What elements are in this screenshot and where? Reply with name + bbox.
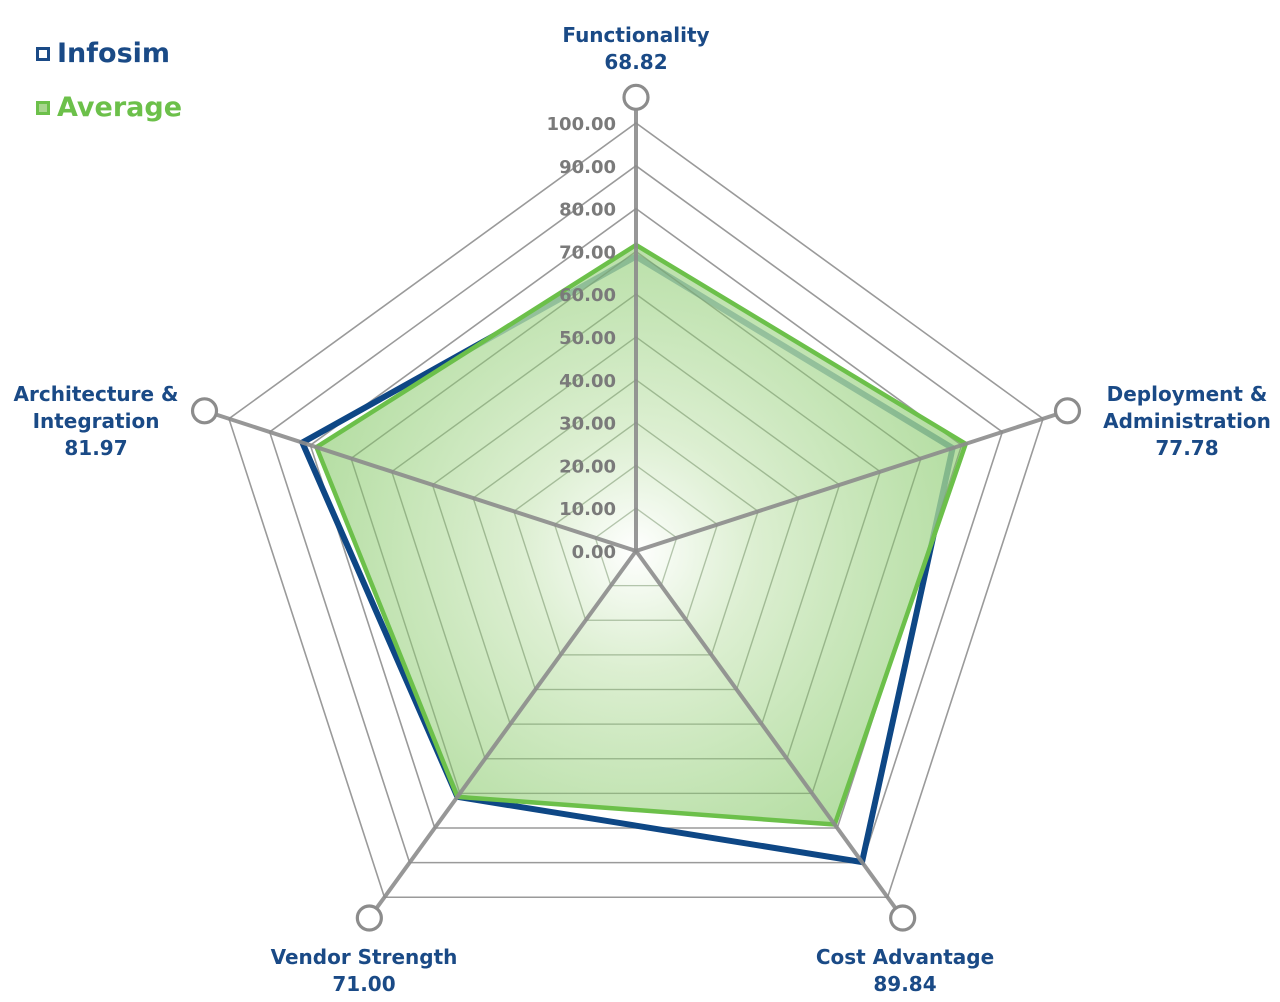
axis-line xyxy=(634,549,898,910)
axis-line xyxy=(635,412,1057,553)
grid-ring xyxy=(268,164,1004,864)
legend-item-average[interactable]: Average xyxy=(36,92,182,123)
grid-ring-overlay xyxy=(553,464,719,621)
axis-name: Deployment & xyxy=(1106,382,1268,406)
grid-ring-overlay xyxy=(391,293,881,760)
axis-name: Functionality xyxy=(562,23,710,47)
axis-name-line2: Administration xyxy=(1103,409,1271,433)
tick-label: 40.00 xyxy=(559,371,616,392)
radar-axes xyxy=(190,83,1082,932)
tick-label: 50.00 xyxy=(559,328,616,349)
series-average-polygon xyxy=(313,242,969,827)
axis-line xyxy=(215,412,637,553)
grid-ring-overlay xyxy=(350,250,922,795)
axis-value: 77.78 xyxy=(1155,436,1219,460)
average-fill xyxy=(316,244,966,825)
tick-label: 0.00 xyxy=(572,542,616,563)
grid-ring xyxy=(228,122,1044,899)
legend-label-infosim: Infosim xyxy=(57,38,171,69)
tick-label: 30.00 xyxy=(559,414,616,435)
axis-label-architecture-integration: Architecture & Integration 81.97 xyxy=(14,381,179,462)
axis-name: Vendor Strength xyxy=(270,945,458,969)
tick-label: 90.00 xyxy=(559,157,616,178)
tick-label: 20.00 xyxy=(559,456,616,477)
axis-label-cost-advantage: Cost Advantage 89.84 xyxy=(816,944,994,998)
legend-label-average: Average xyxy=(57,92,183,123)
grid-ring-overlay xyxy=(594,507,678,587)
grid-ring-overlay xyxy=(513,421,759,656)
axis-name: Cost Advantage xyxy=(815,945,995,969)
axis-end-circle-icon xyxy=(355,904,383,932)
axis-end-circle-icon xyxy=(622,83,650,111)
axis-value: 68.82 xyxy=(604,50,668,74)
axis-value: 81.97 xyxy=(64,436,128,460)
axis-value: 89.84 xyxy=(873,972,937,996)
tick-label: 80.00 xyxy=(559,200,616,221)
grid-ring-overlay xyxy=(431,336,841,725)
tick-label: 10.00 xyxy=(559,499,616,520)
radial-tick-labels: 0.00 10.00 20.00 30.00 40.00 50.00 60.00 70.00 8… xyxy=(547,114,616,563)
grid-ring-overlay xyxy=(472,378,800,691)
tick-label: 100.00 xyxy=(547,114,616,135)
axis-value: 71.00 xyxy=(332,972,396,996)
tick-label: 70.00 xyxy=(559,242,616,263)
axis-end-circle-icon xyxy=(190,397,219,425)
axis-label-vendor-strength: Vendor Strength 71.00 xyxy=(271,944,458,998)
axis-label-deployment-administration: Deployment & Administration 77.78 xyxy=(1103,381,1271,462)
axis-end-circle-icon xyxy=(1053,397,1082,425)
tick-label: 60.00 xyxy=(559,285,616,306)
legend-item-infosim[interactable]: Infosim xyxy=(36,38,170,69)
axis-name: Architecture & xyxy=(13,382,179,406)
legend-swatch-average-icon xyxy=(36,100,50,115)
axis-end-circle-icon xyxy=(889,904,917,932)
legend-swatch-infosim-icon xyxy=(36,46,50,61)
axis-label-functionality: Functionality 68.82 xyxy=(562,22,709,76)
average-line xyxy=(313,242,969,827)
axis-name-line2: Integration xyxy=(32,409,160,433)
axis-line xyxy=(374,549,638,910)
